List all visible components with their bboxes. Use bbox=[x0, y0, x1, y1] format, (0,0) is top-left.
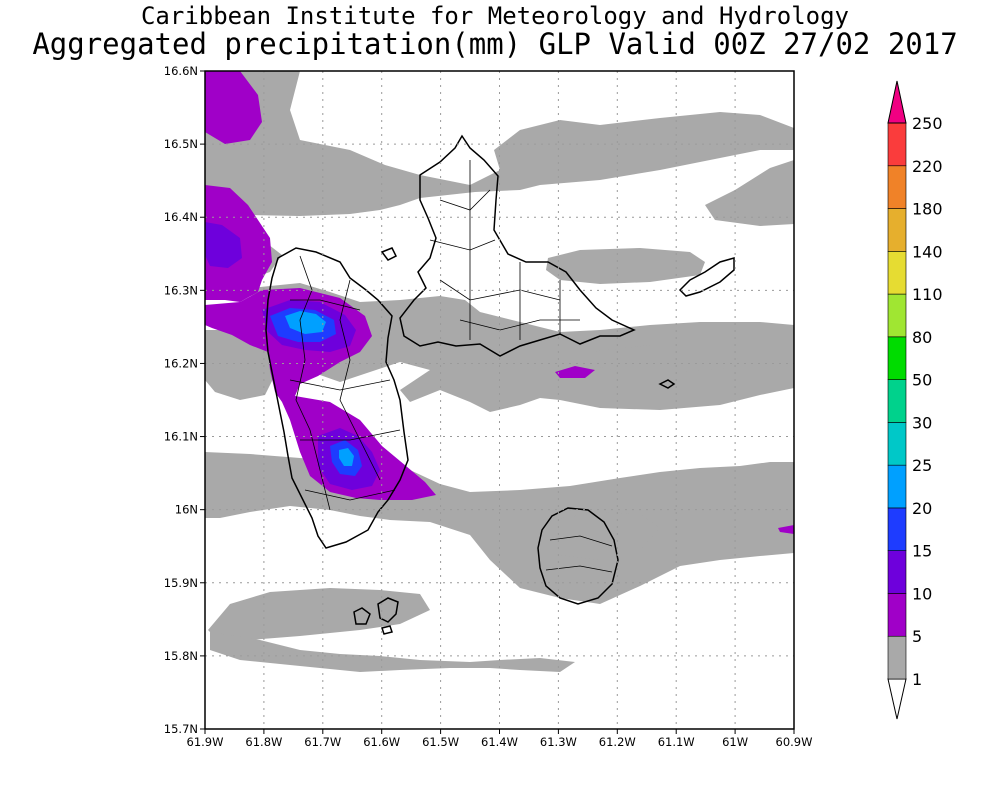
colorbar-box bbox=[887, 550, 907, 594]
title-line-1: Caribbean Institute for Meteorology and … bbox=[140, 2, 849, 30]
colorbar-label: 1 bbox=[912, 670, 922, 689]
colorbar-box bbox=[887, 635, 907, 680]
colorbar-label: 180 bbox=[912, 200, 943, 219]
x-tick-label: 61.9W bbox=[187, 735, 224, 749]
colorbar-box bbox=[887, 593, 907, 637]
y-tick-label: 16.2N bbox=[164, 356, 198, 370]
colorbar-label: 15 bbox=[912, 542, 932, 561]
colorbar-box bbox=[887, 165, 907, 209]
x-tick-label: 61.2W bbox=[599, 735, 636, 749]
commune-boundaries bbox=[289, 160, 613, 573]
x-tick-label: 61.3W bbox=[540, 735, 577, 749]
x-axis: 61.9W 61.8W 61.7W 61.6W 61.5W 61.4W 61.3W 61.2W… bbox=[187, 729, 813, 749]
colorbar-box bbox=[887, 122, 907, 167]
precip-band-20-25 bbox=[285, 311, 354, 466]
colorbar-label: 10 bbox=[912, 584, 932, 603]
colorbar-label: 140 bbox=[912, 242, 943, 261]
x-tick-label: 61.4W bbox=[481, 735, 518, 749]
colorbar-under-triangle bbox=[887, 678, 907, 720]
colorbar-box bbox=[887, 293, 907, 338]
colorbar-label: 5 bbox=[912, 627, 922, 646]
colorbar-label: 250 bbox=[912, 114, 943, 133]
colorbar-box bbox=[887, 422, 907, 466]
petite-terre-outline bbox=[658, 379, 676, 389]
colorbar-box bbox=[887, 379, 907, 423]
colorbar-label: 30 bbox=[912, 413, 932, 432]
marie-galante-outline bbox=[537, 507, 619, 605]
colorbar-box bbox=[887, 251, 907, 295]
y-tick-label: 15.9N bbox=[164, 576, 198, 590]
y-tick-label: 16.1N bbox=[164, 430, 198, 444]
basse-terre-outline bbox=[265, 247, 409, 549]
colorbar-over-triangle bbox=[887, 80, 907, 124]
y-tick-label: 16.5N bbox=[164, 137, 198, 151]
colorbar-box bbox=[887, 464, 907, 509]
x-tick-label: 61.5W bbox=[422, 735, 459, 749]
grid-lines bbox=[205, 71, 794, 729]
colorbar-label: 110 bbox=[912, 285, 943, 304]
colorbar-box bbox=[887, 336, 907, 380]
x-tick-label: 61.1W bbox=[658, 735, 695, 749]
colorbar-label: 80 bbox=[912, 328, 932, 347]
y-tick-label: 16.6N bbox=[164, 64, 198, 78]
y-axis: 16.6N 16.5N 16.4N 16.3N 16.2N 16.1N 16N 15.9N 15… bbox=[164, 64, 205, 736]
x-tick-label: 60.9W bbox=[776, 735, 813, 749]
y-tick-label: 15.8N bbox=[164, 649, 198, 663]
x-tick-label: 61.8W bbox=[245, 735, 282, 749]
x-tick-label: 61.7W bbox=[304, 735, 341, 749]
colorbar-label: 20 bbox=[912, 499, 932, 518]
y-tick-label: 16.4N bbox=[164, 210, 198, 224]
precipitation-field bbox=[205, 71, 794, 672]
colorbar-label: 25 bbox=[912, 456, 932, 475]
colorbar-label: 50 bbox=[912, 371, 932, 390]
les-saintes-outline bbox=[353, 597, 399, 635]
title-line-2: Aggregated precipitation(mm) GLP Valid 0… bbox=[32, 27, 958, 61]
colorbar-label: 220 bbox=[912, 157, 943, 176]
y-tick-label: 15.7N bbox=[164, 722, 198, 736]
colorbar-box bbox=[887, 507, 907, 551]
la-desirade-outline bbox=[678, 257, 735, 297]
y-tick-label: 16N bbox=[175, 503, 198, 517]
x-tick-label: 61W bbox=[722, 735, 748, 749]
colorbar-box bbox=[887, 208, 907, 252]
y-tick-label: 16.3N bbox=[164, 283, 198, 297]
x-tick-label: 61.6W bbox=[363, 735, 400, 749]
